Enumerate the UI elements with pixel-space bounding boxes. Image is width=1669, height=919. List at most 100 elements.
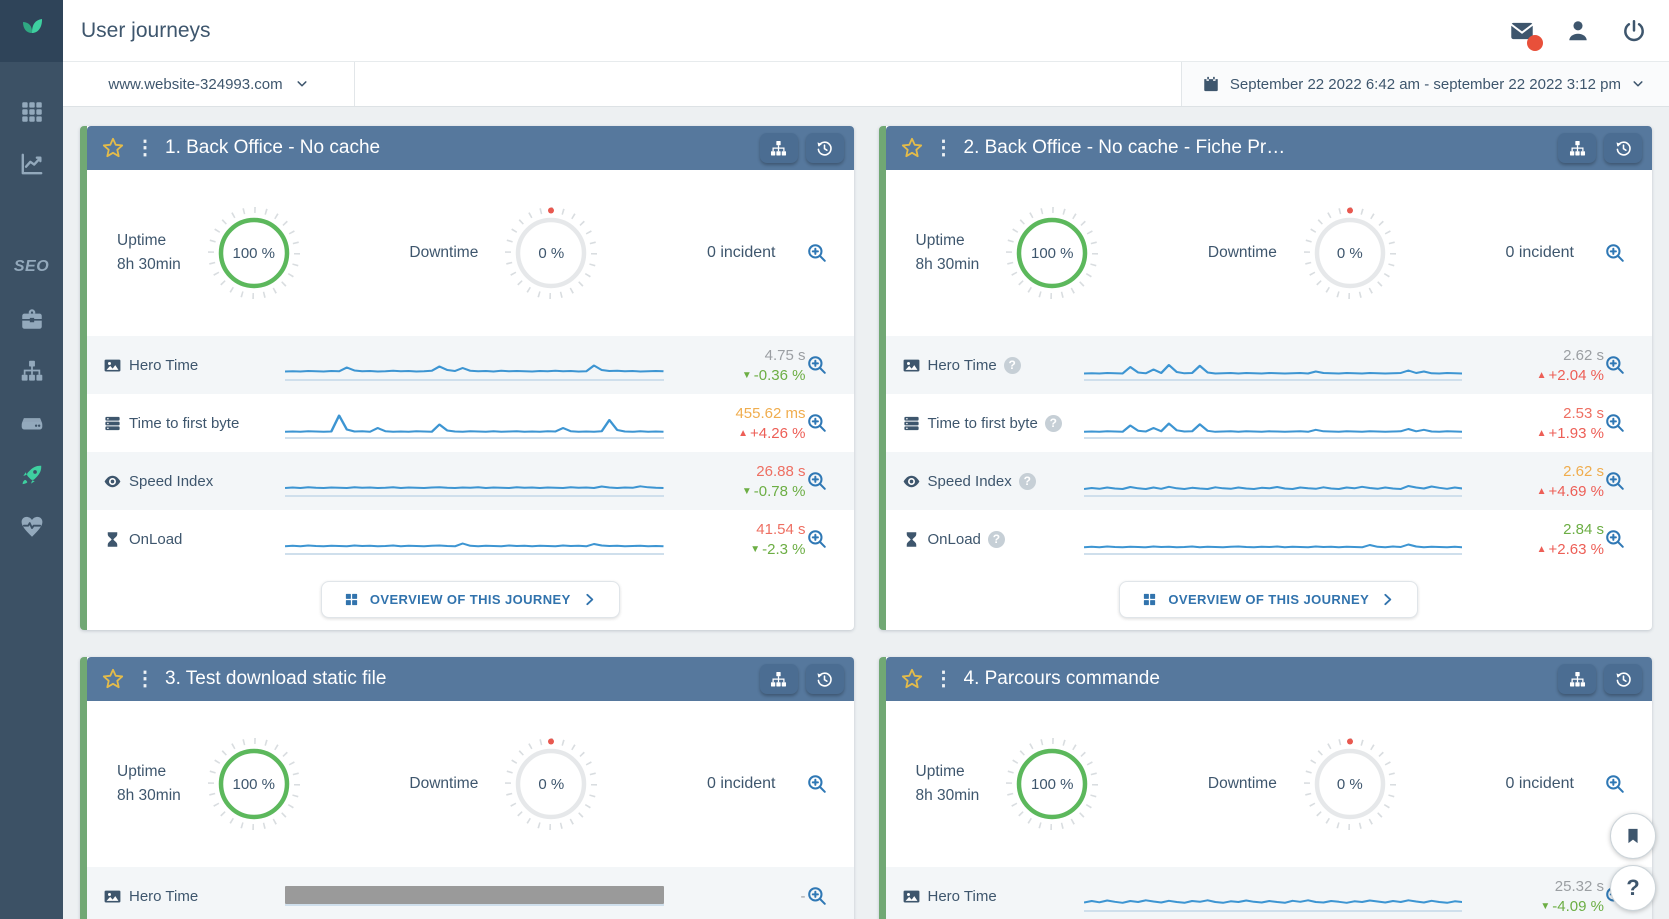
history-button[interactable] [1604, 133, 1642, 163]
downtime-gauge: 0 % [1303, 737, 1397, 831]
date-range-selector[interactable]: September 22 2022 6:42 am - september 22… [1180, 62, 1669, 106]
app-logo[interactable] [0, 0, 63, 62]
metrics-list: Hero Time 25.32 s ▼ -4.09 % [885, 867, 1652, 919]
image-icon [902, 356, 921, 375]
uptime-gauge: 100 % [207, 206, 301, 300]
account-button[interactable] [1565, 18, 1591, 44]
favorite-star-icon[interactable] [101, 136, 125, 160]
zoom-in-icon[interactable] [1604, 412, 1626, 434]
uptime-section: Uptime 8h 30min 100 % Downtime 0 % 0 inci… [87, 701, 854, 867]
help-icon[interactable]: ? [987, 530, 1005, 548]
zoom-in-icon[interactable] [1604, 354, 1626, 376]
sidebar-item-business[interactable] [0, 293, 63, 345]
drag-handle-icon[interactable]: ⋮ [933, 137, 954, 159]
help-icon[interactable]: ? [1018, 472, 1036, 490]
journey-card-2: ⋮ 2. Back Office - No cache - Fiche Pr… … [878, 126, 1652, 630]
image-icon [902, 887, 921, 906]
metric-row-speed-index: Speed Index 26.88 s ▼ -0.78 % [87, 452, 854, 510]
journey-card-header: ⋮ 4. Parcours commande [885, 657, 1652, 701]
zoom-in-icon[interactable] [1604, 528, 1626, 550]
help-button[interactable]: ? [1610, 865, 1656, 911]
line-chart-icon [19, 151, 45, 177]
zoom-in-icon[interactable] [806, 242, 828, 264]
chevron-right-icon [1380, 592, 1395, 607]
sparkline [1083, 523, 1487, 555]
drag-handle-icon[interactable]: ⋮ [933, 668, 954, 690]
chevron-down-icon [1631, 77, 1645, 91]
sitemap-icon [1568, 670, 1587, 689]
sidebar-item-user-journeys[interactable] [0, 449, 63, 501]
zoom-in-icon[interactable] [806, 528, 828, 550]
messages-button[interactable] [1509, 18, 1543, 51]
page-title: User journeys [81, 18, 211, 42]
rocket-icon [19, 462, 45, 488]
sitemap-icon [1568, 139, 1587, 158]
topbar: User journeys [63, 0, 1669, 62]
history-button[interactable] [805, 664, 844, 694]
zoom-in-icon[interactable] [1604, 242, 1626, 264]
drag-handle-icon[interactable]: ⋮ [135, 668, 155, 690]
help-icon[interactable]: ? [1003, 356, 1021, 374]
topbar-actions [1509, 18, 1647, 51]
zoom-in-icon[interactable] [806, 412, 828, 434]
journey-steps-button[interactable] [1558, 133, 1596, 163]
card-footer: OVERVIEW OF THIS JOURNEY [87, 568, 854, 630]
history-icon [1614, 670, 1633, 689]
downtime-gauge: 0 % [504, 206, 598, 300]
downtime-label: Downtime [1207, 774, 1277, 792]
logout-button[interactable] [1621, 18, 1647, 44]
overview-button[interactable]: OVERVIEW OF THIS JOURNEY [1119, 580, 1419, 618]
uptime-gauge: 100 % [207, 737, 301, 831]
sparkline [285, 465, 688, 497]
calendar-icon [1202, 75, 1220, 93]
sidebar-item-seo[interactable]: SEO [0, 241, 63, 293]
bookmark-button[interactable] [1610, 813, 1656, 859]
server-icon [902, 414, 921, 433]
downtime-gauge: 0 % [1303, 206, 1397, 300]
uptime-section: Uptime 8h 30min 100 % Downtime 0 % 0 inci… [87, 170, 854, 336]
uptime-gauge: 100 % [1005, 737, 1099, 831]
journey-steps-button[interactable] [1558, 664, 1596, 694]
sitemap-icon [19, 358, 45, 384]
leaf-logo-icon [16, 15, 48, 47]
zoom-in-icon[interactable] [806, 885, 828, 907]
drag-handle-icon[interactable]: ⋮ [135, 137, 155, 159]
zoom-in-icon[interactable] [806, 773, 828, 795]
user-icon [1565, 18, 1591, 44]
sidebar-item-analytics[interactable] [0, 138, 63, 190]
metric-row-hero-time: Hero Time 25.32 s ▼ -4.09 % [885, 867, 1652, 919]
overview-button[interactable]: OVERVIEW OF THIS JOURNEY [320, 580, 620, 618]
no-data-bar [285, 886, 688, 906]
sidebar-nav: SEO [0, 62, 63, 553]
journey-steps-button[interactable] [759, 664, 798, 694]
zoom-in-icon[interactable] [806, 354, 828, 376]
uptime-label: Uptime 8h 30min [915, 231, 980, 273]
sparkline [1083, 880, 1487, 912]
help-icon[interactable]: ? [1044, 414, 1062, 432]
downtime-label: Downtime [409, 774, 479, 792]
journey-title: 1. Back Office - No cache [165, 137, 381, 158]
sidebar-item-dashboard[interactable] [0, 86, 63, 138]
server-icon [103, 414, 122, 433]
history-button[interactable] [805, 133, 844, 163]
uptime-label: Uptime 8h 30min [915, 762, 980, 804]
history-button[interactable] [1604, 664, 1642, 694]
eye-icon [103, 472, 122, 491]
sidebar-item-health[interactable] [0, 501, 63, 553]
zoom-in-icon[interactable] [1604, 470, 1626, 492]
zoom-in-icon[interactable] [1604, 773, 1626, 795]
journey-title: 2. Back Office - No cache - Fiche Pr… [963, 137, 1286, 158]
journey-steps-button[interactable] [759, 133, 798, 163]
favorite-star-icon[interactable] [900, 136, 924, 160]
uptime-section: Uptime 8h 30min 100 % Downtime 0 % 0 inci… [886, 701, 1653, 867]
metric-row-hero-time: Hero Time? 2.62 s ▲ +2.04 % [885, 336, 1652, 394]
website-selector[interactable]: www.website-324993.com [63, 62, 355, 106]
sidebar-item-sitemap[interactable] [0, 345, 63, 397]
favorite-star-icon[interactable] [900, 667, 924, 691]
sidebar-item-servers[interactable] [0, 397, 63, 449]
sitemap-icon [769, 670, 788, 689]
sitemap-icon [769, 139, 788, 158]
favorite-star-icon[interactable] [101, 667, 125, 691]
sparkline [285, 407, 688, 439]
zoom-in-icon[interactable] [806, 470, 828, 492]
